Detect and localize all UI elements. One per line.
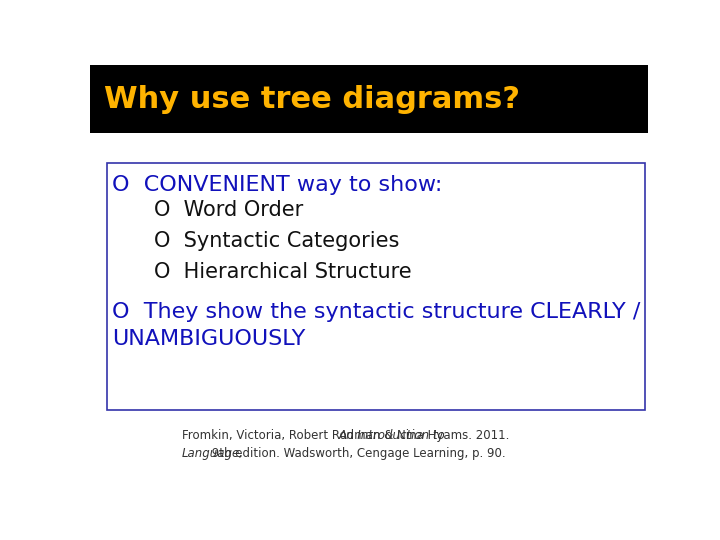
Text: O  They show the syntactic structure CLEARLY /: O They show the syntactic structure CLEA… bbox=[112, 302, 641, 322]
Text: O  Syntactic Categories: O Syntactic Categories bbox=[154, 231, 400, 251]
Text: Fromkin, Victoria, Robert Rodman & Nina Hyams. 2011.: Fromkin, Victoria, Robert Rodman & Nina … bbox=[182, 429, 517, 442]
Text: Why use tree diagrams?: Why use tree diagrams? bbox=[104, 85, 520, 113]
Text: UNAMBIGUOUSLY: UNAMBIGUOUSLY bbox=[112, 329, 306, 349]
Bar bbox=[90, 65, 648, 133]
Text: O  Word Order: O Word Order bbox=[154, 200, 303, 220]
Text: Language,: Language, bbox=[182, 447, 244, 460]
FancyBboxPatch shape bbox=[107, 163, 645, 410]
Text: 9th edition. Wadsworth, Cengage Learning, p. 90.: 9th edition. Wadsworth, Cengage Learning… bbox=[208, 447, 506, 460]
Text: O  Hierarchical Structure: O Hierarchical Structure bbox=[154, 262, 412, 282]
Text: O  CONVENIENT way to show:: O CONVENIENT way to show: bbox=[112, 175, 443, 195]
Text: An Introduction to: An Introduction to bbox=[338, 429, 446, 442]
